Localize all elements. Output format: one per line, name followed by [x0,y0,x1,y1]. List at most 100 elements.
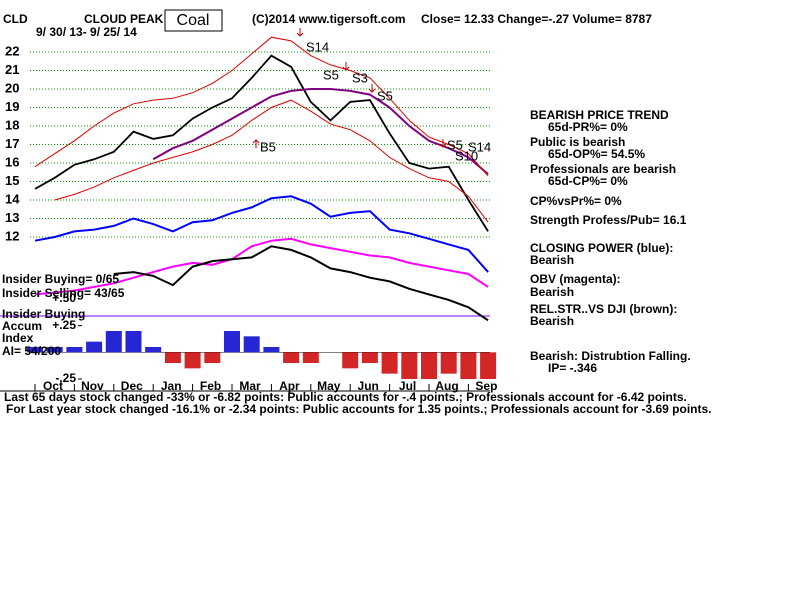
y-tick-label: 16 [5,154,19,169]
accum-bar [184,352,201,369]
accum-bar [105,331,122,353]
accum-bar [401,352,418,379]
accum-label: Index [2,331,34,345]
accum-bar [460,352,477,379]
x-tick-label: Apr [279,379,300,393]
side-panel-text: OBV (magenta): [530,272,621,286]
footer-line: Last 65 days stock changed -33% or -6.82… [4,390,687,404]
side-panel-text: 65d-OP%= 54.5% [548,147,645,161]
accum-bar [342,352,359,369]
y-tick-label: 19 [5,99,19,114]
series-line [113,245,489,322]
accum-bar [480,352,497,379]
accum-label: AI= 54/200 [2,344,61,358]
quote: Close= 12.33 Change=-.27 Volume= 8787 [421,12,652,26]
y2-tick-label: +.50 [52,291,76,305]
x-tick-label: May [317,379,341,393]
accum-bar [263,347,280,353]
series-line [152,88,489,175]
accum-bar [66,347,83,353]
copyright: (C)2014 www.tigersoft.com [252,12,406,26]
x-tick-label: Nov [81,379,104,393]
signal-annotation: S14 [306,39,329,54]
accum-bar [27,347,43,353]
y-tick-label: 15 [5,173,19,188]
series-line [34,54,489,232]
accum-bar [145,347,162,353]
x-tick-label: Jun [358,379,379,393]
date-range: 9/ 30/ 13- 9/ 25/ 14 [36,25,137,39]
accum-bar [224,331,240,353]
signal-arrow [368,84,376,93]
insider-buying: Insider Buying= 0/65 [2,272,119,286]
series-line [34,36,489,177]
accum-bar [361,352,378,363]
accum-label: Accum [2,319,42,333]
chart-title: CLOUD PEAK [84,12,164,26]
accum-label: Insider Buying [2,307,85,321]
x-tick-label: Mar [239,379,261,393]
side-panel-text: BEARISH PRICE TREND [530,108,669,122]
signal-arrow [252,139,260,148]
x-tick-label: Feb [200,379,221,393]
group-box [164,9,223,32]
accum-bar [381,352,398,374]
accum-bar [86,341,103,353]
side-panel-text: Bearish [530,314,574,328]
side-panel-text: Bearish [530,253,574,267]
side-panel-text: IP= -.346 [548,361,597,375]
insider-selling: Insider Selling= 43/65 [2,286,125,300]
signal-annotation: S14 [468,139,491,154]
x-tick-label: Dec [121,379,143,393]
x-tick-label: Aug [435,379,458,393]
y-tick-label: 18 [5,117,19,132]
y-tick-label: 22 [5,43,19,58]
series-line [34,195,489,273]
side-panel-text: 65d-CP%= 0% [548,174,628,188]
accum-bar [440,352,457,374]
signal-annotation: S5 [377,88,393,103]
footer-line: For Last year stock changed -16.1% or -2… [6,402,712,416]
signal-annotation: S3 [352,70,368,85]
symbol: CLD [3,12,28,26]
y-tick-label: 21 [5,62,19,77]
accum-bar [46,347,63,353]
signal-annotation: S5 [447,137,463,152]
y-tick-label: 12 [5,228,19,243]
signal-arrow [439,139,447,148]
accum-bar [125,331,142,353]
y2-tick-label: +.25 [52,318,76,332]
accum-bar [302,352,319,363]
y-tick-label: 17 [5,136,19,151]
x-tick-label: Sep [475,379,497,393]
side-panel-text: CLOSING POWER (blue): [530,241,673,255]
accum-bar [243,336,260,353]
y-tick-label: 20 [5,80,19,95]
signal-arrow [342,62,350,71]
side-panel-text: Strength Profess/Pub= 16.1 [530,213,687,227]
signal-annotation: S5 [323,67,339,82]
side-panel-text: Professionals are bearish [530,162,676,176]
x-tick-label: Oct [43,379,63,393]
y2-tick-label: -.25 [55,371,76,385]
side-panel-text: 65d-PR%= 0% [548,120,628,134]
accum-bar [283,352,300,363]
y-tick-label: 14 [5,191,20,206]
group: Coal [177,12,210,29]
side-panel-text: REL.STR..VS DJI (brown): [530,302,677,316]
accum-bar [204,352,221,363]
x-tick-label: Jan [161,379,182,393]
y-tick-label: 13 [5,210,19,225]
signal-annotation: B5 [260,139,276,154]
side-panel-text: Bearish: Distrubtion Falling. [530,349,691,363]
x-tick-label: Jul [399,379,416,393]
accum-bar [164,352,181,363]
accum-bar [421,352,437,379]
signal-arrow [296,28,304,37]
signal-annotation: S10 [455,148,478,163]
series-line [34,237,489,296]
side-panel-text: CP%vsPr%= 0% [530,194,622,208]
